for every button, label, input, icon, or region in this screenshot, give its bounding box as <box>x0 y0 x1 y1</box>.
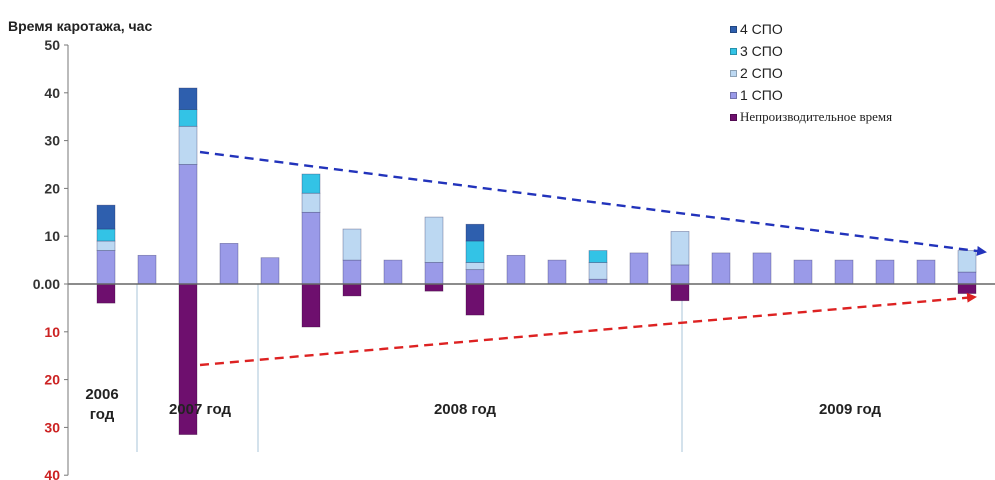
bar-segment-1spo-1 <box>96 250 116 285</box>
period-label-2006: 2006 год <box>85 386 119 423</box>
legend-swatch-unproductive <box>730 114 737 121</box>
bar-segment-1spo-9 <box>424 262 444 285</box>
bar-segment-unproductive-22 <box>957 283 977 294</box>
bar-segment-1spo-21 <box>916 259 936 285</box>
bar-segment-unproductive-10 <box>465 283 485 316</box>
bar-segment-1spo-12 <box>547 259 567 285</box>
legend-swatch-2spo <box>730 70 737 77</box>
bar-segment-1spo-20 <box>875 259 895 285</box>
legend-item-unproductive: Непроизводительное время <box>730 108 960 125</box>
legend-label-1spo: 1 СПО <box>740 87 783 103</box>
bar-segment-1spo-19 <box>834 259 854 285</box>
period-label-2009: 2009 год <box>818 401 882 418</box>
bar-segment-1spo-16 <box>711 252 731 285</box>
period-label-2007: 2007 год <box>168 401 232 418</box>
period-label-2008: 2008 год <box>433 401 497 418</box>
bar-segment-unproductive-7 <box>342 283 362 297</box>
bar-segment-2spo-6 <box>301 192 321 213</box>
legend-swatch-3spo <box>730 48 737 55</box>
bar-segment-4spo-10 <box>465 223 485 242</box>
bar-segment-1spo-7 <box>342 259 362 285</box>
bar-segment-2spo-13 <box>588 262 608 280</box>
y-tick-label: 20 <box>44 180 60 196</box>
y-tick-label: 50 <box>44 37 60 53</box>
bar-segment-unproductive-9 <box>424 283 444 292</box>
bar-segment-1spo-17 <box>752 252 772 285</box>
bar-segment-3spo-13 <box>588 250 608 263</box>
bar-segment-1spo-15 <box>670 264 690 285</box>
bar-segment-3spo-10 <box>465 240 485 263</box>
bar-segment-1spo-11 <box>506 254 526 285</box>
bar-segment-1spo-10 <box>465 269 485 285</box>
y-tick-label-negative: 30 <box>44 419 60 435</box>
bar-segment-2spo-3 <box>178 125 198 165</box>
bar-segment-3spo-6 <box>301 173 321 194</box>
bar-segment-4spo-1 <box>96 204 116 230</box>
bar-segment-1spo-8 <box>383 259 403 285</box>
bar-segment-unproductive-15 <box>670 283 690 302</box>
y-tick-label: 0.00 <box>33 276 60 292</box>
legend: 4 СПО 3 СПО 2 СПО 1 СПО Непроизводительн… <box>730 20 960 129</box>
bar-segment-2spo-15 <box>670 231 690 266</box>
bar-segment-2spo-10 <box>465 262 485 271</box>
legend-swatch-1spo <box>730 92 737 99</box>
y-tick-label: 30 <box>44 133 60 149</box>
y-axis-title: Время каротажа, час <box>8 18 153 34</box>
bar-segment-2spo-22 <box>957 250 977 273</box>
legend-item-1spo: 1 СПО <box>730 86 960 104</box>
trend-arrow-lower <box>199 292 977 367</box>
bar-segment-2spo-7 <box>342 228 362 261</box>
bar-segment-1spo-3 <box>178 164 198 285</box>
bar-segment-unproductive-6 <box>301 283 321 328</box>
bar-segment-2spo-9 <box>424 216 444 263</box>
y-tick-label-negative: 40 <box>44 467 60 480</box>
bar-segment-1spo-5 <box>260 257 280 285</box>
bar-segment-1spo-6 <box>301 211 321 285</box>
bar-segment-2spo-1 <box>96 240 116 251</box>
legend-label-unproductive: Непроизводительное время <box>740 109 893 124</box>
y-tick-label-negative: 20 <box>44 372 60 388</box>
bar-segment-unproductive-1 <box>96 283 116 304</box>
y-tick-label: 10 <box>44 228 60 244</box>
legend-swatch-4spo <box>730 26 737 33</box>
bar-segment-1spo-22 <box>957 271 977 285</box>
trend-arrow-upper <box>199 150 987 256</box>
legend-item-3spo: 3 СПО <box>730 42 960 60</box>
bar-segment-1spo-2 <box>137 254 157 285</box>
legend-item-2spo: 2 СПО <box>730 64 960 82</box>
legend-label-3spo: 3 СПО <box>740 43 783 59</box>
y-tick-label-negative: 10 <box>44 324 60 340</box>
bar-segment-1spo-18 <box>793 259 813 285</box>
legend-label-2spo: 2 СПО <box>740 65 783 81</box>
legend-item-4spo: 4 СПО <box>730 20 960 38</box>
bar-segment-1spo-4 <box>219 243 239 285</box>
bar-segment-4spo-3 <box>178 87 198 110</box>
legend-label-4spo: 4 СПО <box>740 21 783 37</box>
y-tick-label: 40 <box>44 85 60 101</box>
bar-segment-3spo-1 <box>96 228 116 242</box>
bar-segment-3spo-3 <box>178 109 198 127</box>
bar-segment-1spo-14 <box>629 252 649 285</box>
